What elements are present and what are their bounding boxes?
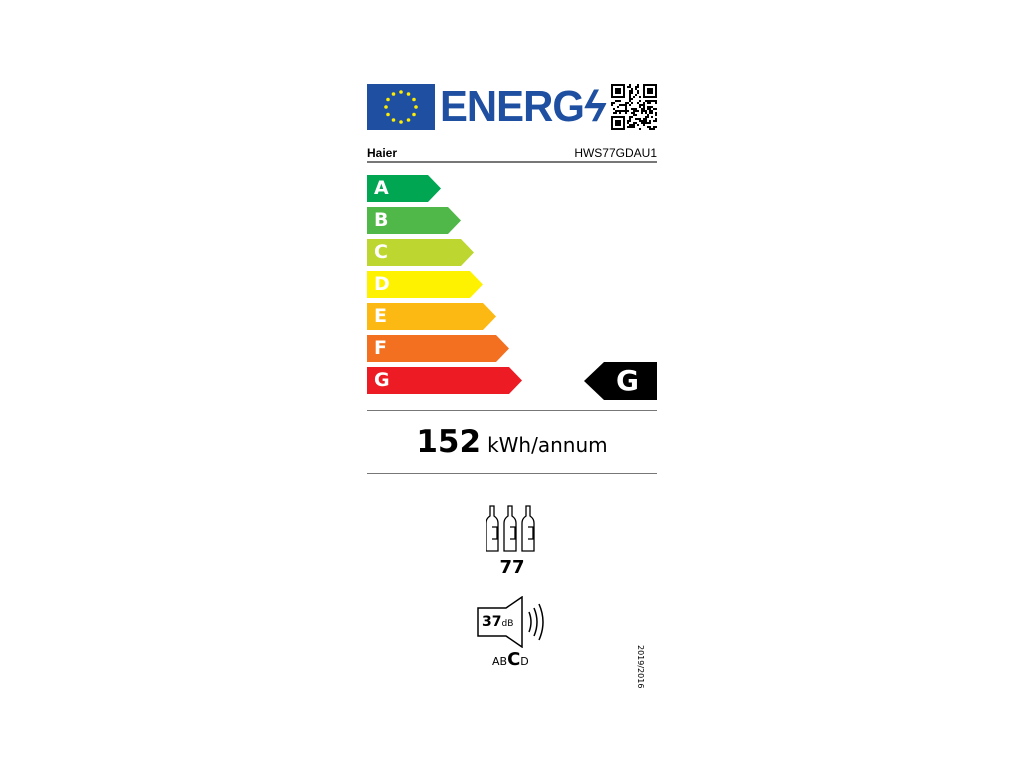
divider <box>367 161 657 163</box>
energy-class-bar-f: F <box>367 335 509 362</box>
noise-class-a: A <box>492 655 500 668</box>
noise-class-b: B <box>499 655 508 668</box>
bottle-capacity: 77 <box>499 557 525 578</box>
energy-logo-text: ENERGϟ <box>440 82 606 131</box>
energy-class-bar-c: C <box>367 239 474 266</box>
energy-consumption: 152 kWh/annum <box>367 424 657 460</box>
noise-level: 37dB <box>482 614 514 630</box>
energy-class-bar-e: E <box>367 303 496 330</box>
model-number: HWS77GDAU1 <box>574 146 657 160</box>
energy-class-bar-b: B <box>367 207 461 234</box>
qr-code[interactable] <box>611 84 657 130</box>
noise-class-scale: ABCD <box>492 649 529 670</box>
energy-class-bar-d: D <box>367 271 483 298</box>
consumption-value: 152 <box>416 424 482 460</box>
divider <box>367 473 657 474</box>
energy-class-bar-g: G <box>367 367 522 394</box>
brand-name: Haier <box>367 146 398 160</box>
noise-class-d: D <box>520 655 529 668</box>
noise-class-c: C <box>507 649 521 670</box>
regulation-number: 2019/2016 <box>636 645 645 689</box>
eu-flag-logo <box>367 84 435 130</box>
divider <box>367 410 657 411</box>
energy-class-bar-a: A <box>367 175 441 202</box>
speaker-icon <box>477 596 544 648</box>
wine-bottles-icon <box>486 505 535 552</box>
consumption-unit: kWh/annum <box>487 433 608 457</box>
energy-class-indicator: G <box>584 362 657 400</box>
